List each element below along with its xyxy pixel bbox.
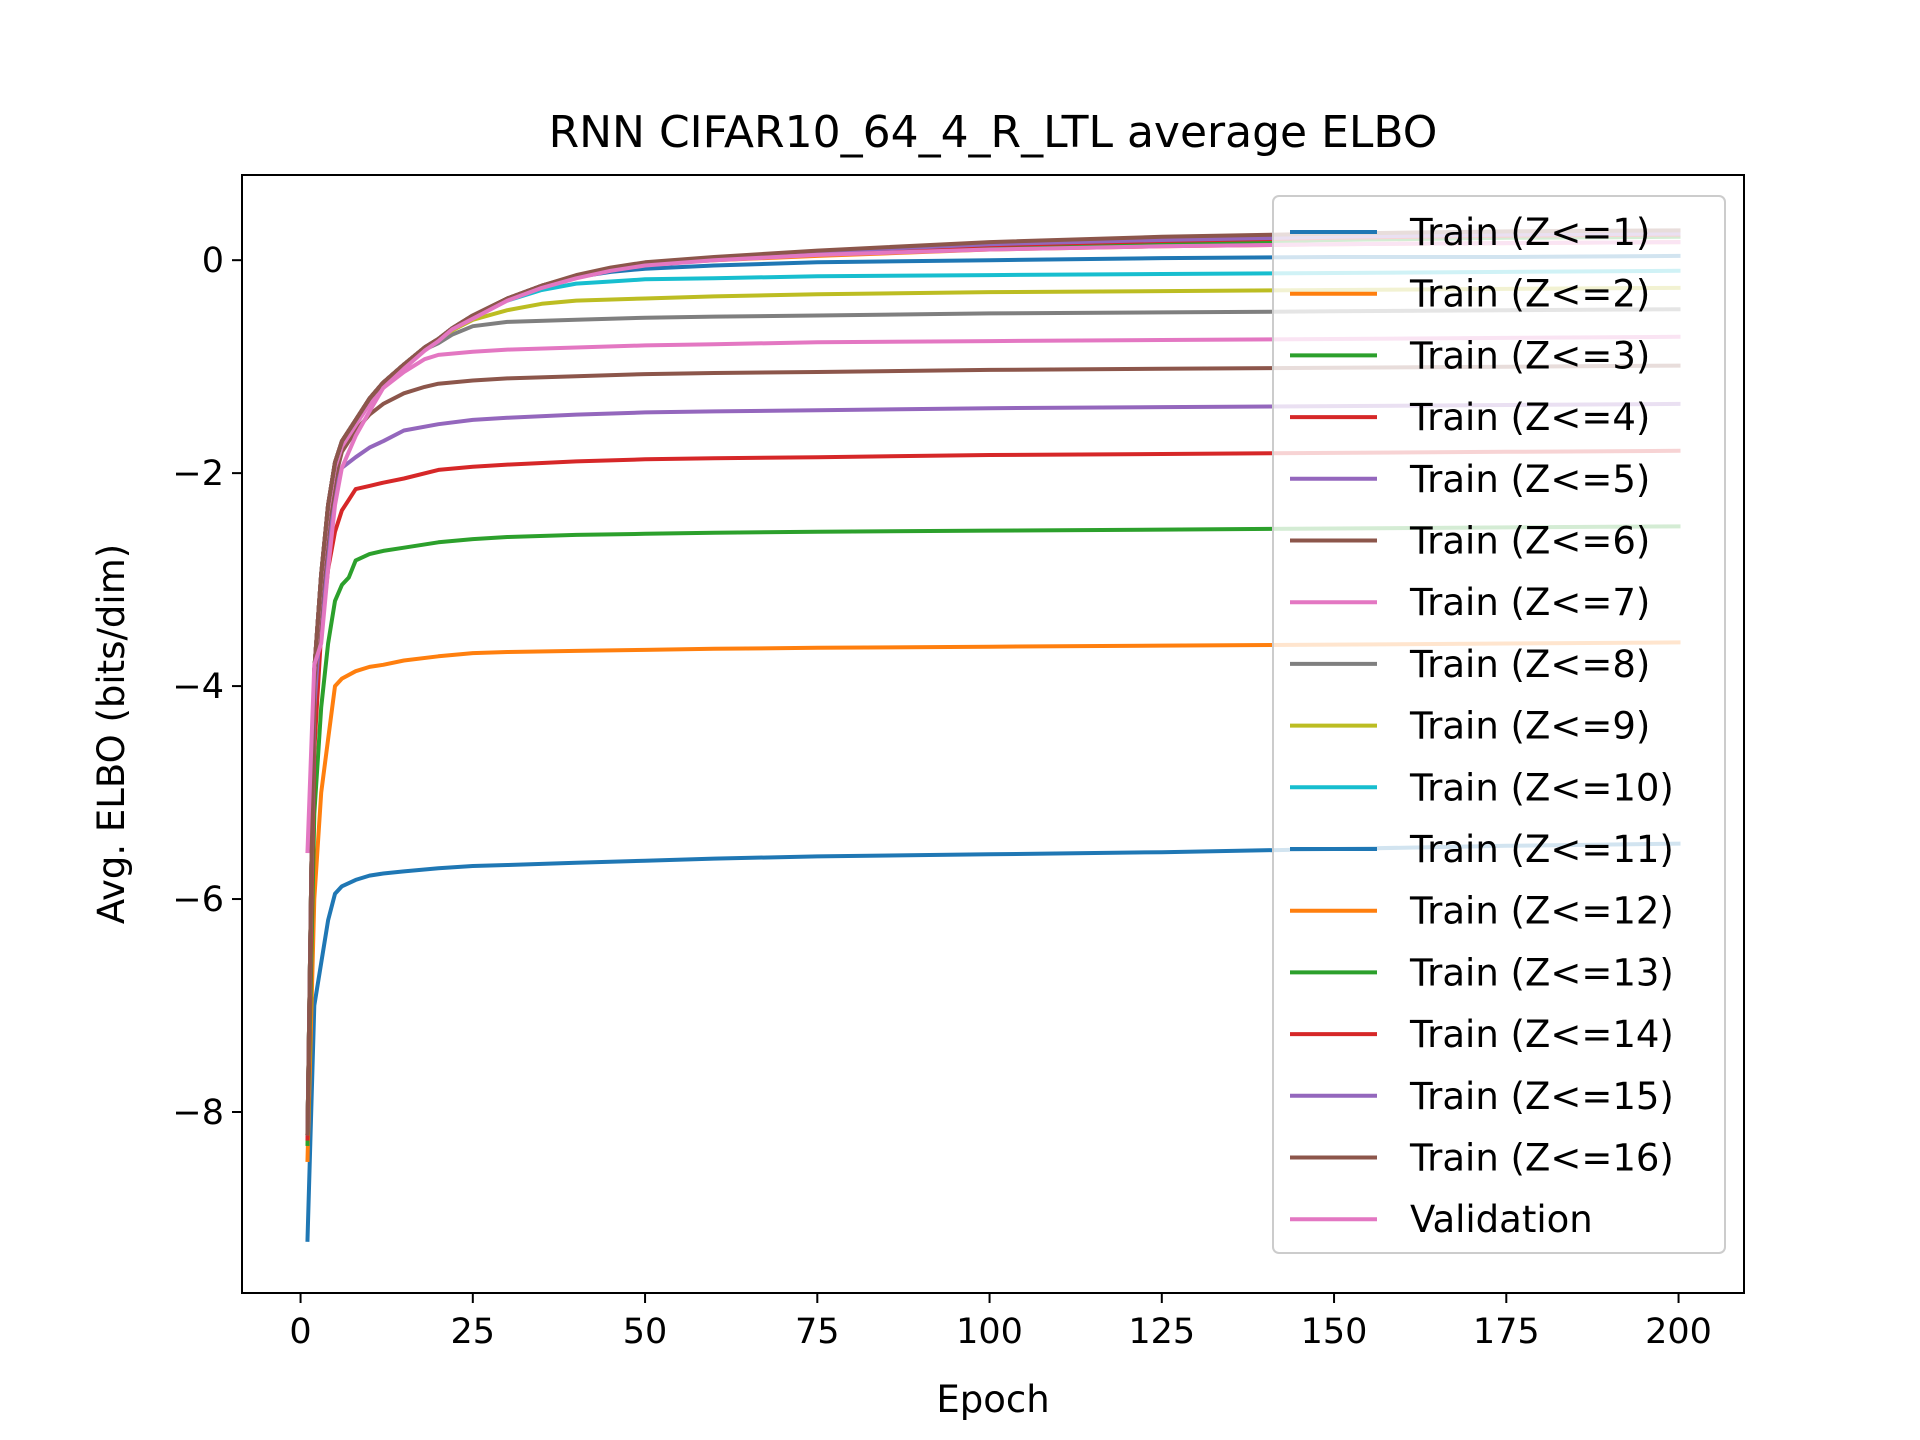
legend-label-1: Train (Z<=1) [1409, 211, 1650, 254]
legend-label-2: Train (Z<=2) [1409, 273, 1650, 316]
legend-label-11: Train (Z<=11) [1409, 828, 1674, 871]
legend-label-7: Train (Z<=7) [1409, 581, 1650, 624]
legend-label-10: Train (Z<=10) [1409, 766, 1674, 809]
series-line-5 [305, 401, 1681, 1136]
y-tick-label: −8 [172, 1093, 224, 1133]
x-tick-label: 0 [289, 1312, 311, 1352]
series-line-3 [305, 524, 1681, 1146]
legend-label-14: Train (Z<=14) [1409, 1013, 1674, 1056]
x-tick-label: 200 [1645, 1312, 1712, 1352]
y-tick-label: −2 [172, 454, 224, 494]
series-layer [305, 228, 1681, 1242]
y-tick-label: −6 [172, 880, 224, 920]
legend-label-9: Train (Z<=9) [1409, 705, 1650, 748]
x-axis-title: Epoch [936, 1378, 1049, 1421]
chart-title: RNN CIFAR10_64_4_R_LTL average ELBO [549, 107, 1438, 158]
legend-label-13: Train (Z<=13) [1409, 951, 1674, 994]
legend-frame [1272, 195, 1726, 1254]
y-axis-title: Avg. ELBO (bits/dim) [90, 544, 133, 924]
legend-label-12: Train (Z<=12) [1409, 890, 1674, 933]
x-tick-label: 50 [623, 1312, 668, 1352]
legend-label-5: Train (Z<=5) [1409, 458, 1650, 501]
y-axis: −8 −6 −4 −2 0 [172, 241, 242, 1133]
x-axis: 0 25 50 75 100 125 150 175 200 [289, 1293, 1712, 1352]
y-tick-label: −4 [172, 667, 224, 707]
series-line-17 [305, 240, 1681, 854]
series-line-2 [305, 640, 1681, 1162]
x-tick-label: 150 [1301, 1312, 1368, 1352]
legend-label-17: Validation [1410, 1198, 1593, 1241]
x-tick-label: 125 [1128, 1312, 1195, 1352]
x-tick-label: 100 [956, 1312, 1023, 1352]
legend-label-3: Train (Z<=3) [1409, 334, 1650, 377]
series-line-1 [305, 841, 1681, 1242]
x-tick-label: 75 [795, 1312, 840, 1352]
legend-label-6: Train (Z<=6) [1409, 520, 1650, 563]
legend-label-4: Train (Z<=4) [1409, 396, 1650, 439]
plot-frame [241, 174, 1745, 1294]
x-tick-label: 25 [451, 1312, 496, 1352]
y-tick-label: 0 [202, 241, 224, 281]
legend-label-8: Train (Z<=8) [1409, 643, 1650, 686]
x-tick-label: 175 [1473, 1312, 1540, 1352]
legend: Train (Z<=1) Train (Z<=2) Train (Z<=3) Trai… [1272, 195, 1726, 1254]
legend-label-15: Train (Z<=15) [1409, 1075, 1674, 1118]
legend-label-16: Train (Z<=16) [1409, 1137, 1674, 1180]
